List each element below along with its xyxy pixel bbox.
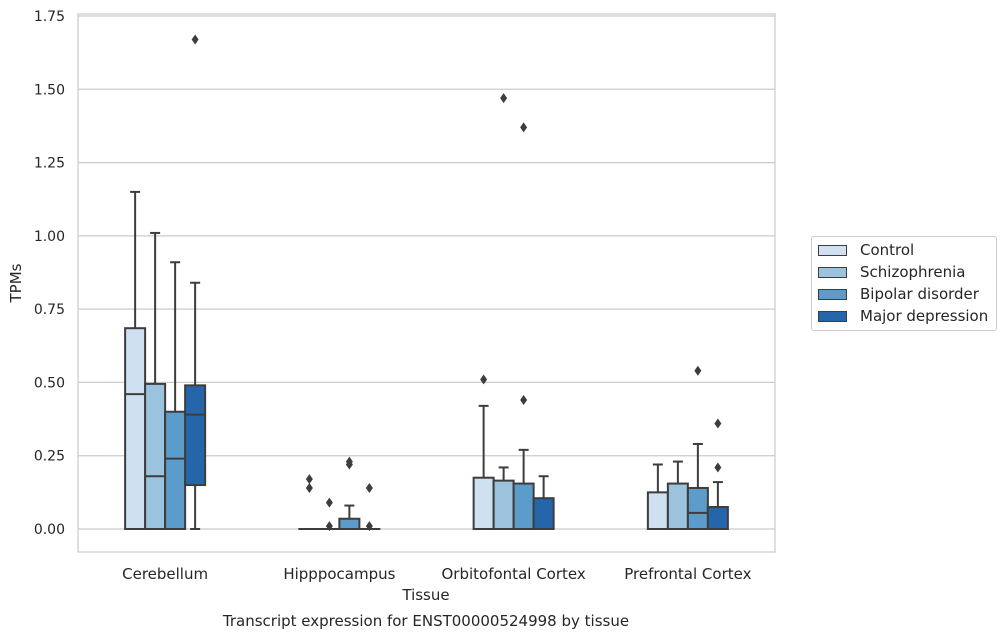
box	[165, 412, 185, 529]
legend-swatch-major-depression	[818, 311, 847, 322]
x-tick-label: Orbitofontal Cortex	[442, 565, 586, 583]
y-tick-label: 0.00	[34, 522, 65, 538]
legend-item-schizophrenia: Schizophrenia	[818, 262, 965, 282]
box	[534, 498, 554, 529]
y-tick-label: 1.00	[34, 229, 65, 245]
y-tick-label: 1.50	[34, 82, 65, 98]
legend-swatch-schizophrenia	[818, 267, 847, 278]
y-tick-label: 0.75	[34, 302, 65, 318]
y-tick-label: 1.75	[34, 9, 65, 25]
box	[648, 492, 668, 529]
figure-caption: Transcript expression for ENST0000052499…	[222, 612, 629, 630]
box	[185, 385, 205, 485]
legend: Control Schizophrenia Bipolar disorder M…	[811, 236, 997, 331]
box	[494, 481, 514, 529]
x-tick-label: Prefrontal Cortex	[624, 565, 751, 583]
legend-label-major-depression: Major depression	[860, 307, 988, 325]
legend-item-major-depression: Major depression	[818, 306, 988, 326]
legend-item-control: Control	[818, 240, 914, 260]
legend-swatch-control	[818, 245, 847, 256]
x-tick-label: Cerebellum	[122, 565, 208, 583]
y-tick-labels: 0.00 0.25 0.50 0.75 1.00 1.25 1.50 1.75	[34, 9, 65, 538]
y-tick-label: 1.25	[34, 156, 65, 172]
legend-label-schizophrenia: Schizophrenia	[860, 263, 965, 281]
y-axis-label: TPMs	[7, 263, 25, 303]
x-tick-labels: Cerebellum Hipppocampus Orbitofontal Corte…	[122, 565, 751, 583]
legend-label-control: Control	[860, 241, 914, 259]
x-axis-label: Tissue	[401, 586, 449, 604]
y-tick-label: 0.25	[34, 449, 65, 465]
y-tick-label: 0.50	[34, 375, 65, 391]
box	[688, 488, 708, 529]
legend-swatch-bipolar-disorder	[818, 289, 847, 300]
legend-label-bipolar-disorder: Bipolar disorder	[860, 285, 979, 303]
box	[474, 478, 494, 529]
box	[708, 507, 728, 529]
box	[125, 328, 145, 529]
x-tick-label: Hipppocampus	[283, 565, 395, 583]
box	[145, 384, 165, 529]
box	[668, 484, 688, 529]
box	[339, 519, 359, 529]
box	[514, 484, 534, 529]
legend-item-bipolar-disorder: Bipolar disorder	[818, 284, 979, 304]
